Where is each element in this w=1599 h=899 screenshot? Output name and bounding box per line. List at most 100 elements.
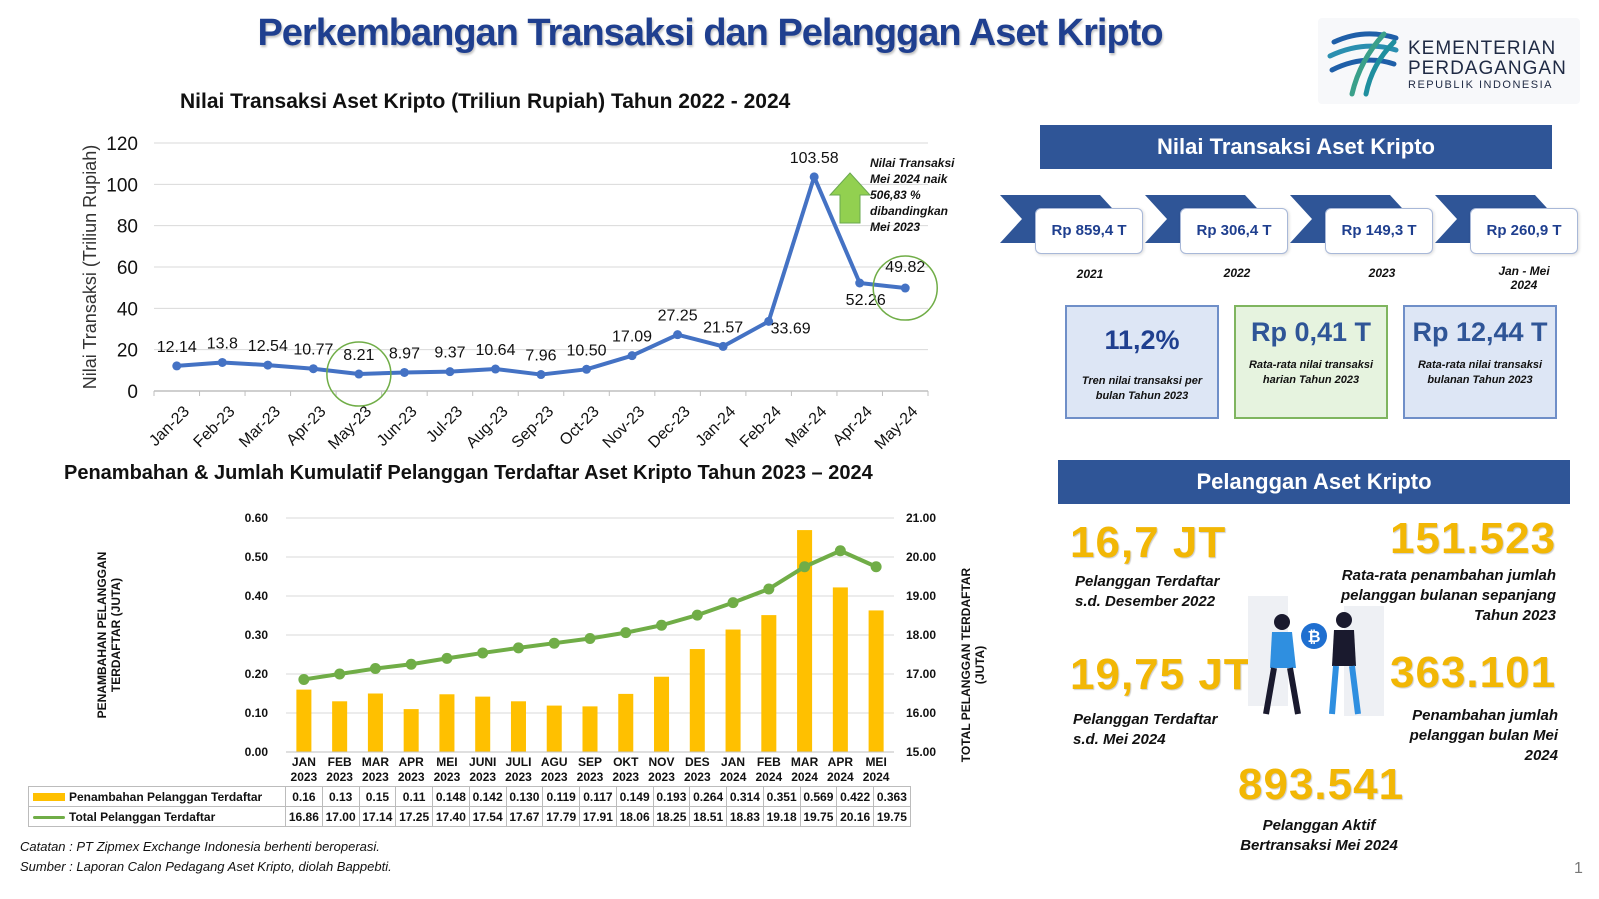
table-cell: 17.25 xyxy=(395,806,433,827)
x-tick-label: 2023 xyxy=(362,770,389,784)
table-cell: 16.86 xyxy=(285,806,323,827)
table-cell: 17.14 xyxy=(358,806,397,827)
data-point xyxy=(405,658,417,670)
table-cell: 19.75 xyxy=(873,806,911,827)
series-line xyxy=(303,548,877,682)
x-tick-label: APR xyxy=(399,755,425,769)
y-tick-label: 0.00 xyxy=(245,745,269,759)
data-point xyxy=(172,361,182,371)
table-cell: 17.79 xyxy=(542,806,580,827)
x-tick-label: FEB xyxy=(757,755,781,769)
data-point xyxy=(691,609,703,621)
stat-value: 893.541 xyxy=(1238,760,1405,809)
legend-cell: Penambahan Pelanggan Terdaftar xyxy=(28,786,286,807)
table-cell: 0.351 xyxy=(762,786,801,807)
legend-label: Penambahan Pelanggan Terdaftar xyxy=(69,789,263,804)
x-tick-label: 2024 xyxy=(827,770,854,784)
table-cell: 0.149 xyxy=(615,786,654,807)
data-label: 103.58 xyxy=(790,150,839,167)
data-point xyxy=(445,367,455,377)
data-label: 9.37 xyxy=(434,345,465,362)
x-tick-label: Dec-23 xyxy=(645,403,694,452)
bar xyxy=(868,610,884,752)
y2-tick-label: 20.00 xyxy=(906,550,936,564)
x-tick-label: APR xyxy=(828,755,854,769)
x-tick-label: Mar-23 xyxy=(236,403,284,451)
bar xyxy=(439,694,455,752)
data-point xyxy=(334,668,346,680)
legend-line-swatch xyxy=(33,815,65,819)
table-row: Penambahan Pelanggan Terdaftar 0.16 0.13 0.… xyxy=(28,786,911,807)
bar xyxy=(403,709,419,752)
x-tick-label: AGU xyxy=(541,755,568,769)
table-cell: 0.130 xyxy=(505,786,544,807)
x-tick-label: Nov-23 xyxy=(600,403,649,452)
transaction-line-chart: 0 20 40 60 80 100 120 Nilai Transaksi (Triliun … xyxy=(80,134,955,453)
x-tick-label: FEB xyxy=(328,755,352,769)
stat-value: 16,7 JT xyxy=(1070,518,1227,567)
data-label: 7.96 xyxy=(525,348,556,365)
table-cell: 18.51 xyxy=(689,806,727,827)
x-tick-label: 2023 xyxy=(434,770,461,784)
x-tick-label: JAN xyxy=(292,755,316,769)
kpi-card-daily: Rp 0,41 T Rata-rata nilai transaksi hari… xyxy=(1234,305,1388,419)
y2-axis-label: (JUTA) xyxy=(973,646,987,684)
data-point xyxy=(763,583,775,595)
stat-value: 19,75 JT xyxy=(1070,650,1252,699)
x-tick-label: 2023 xyxy=(398,770,425,784)
year-label: 2023 xyxy=(1368,266,1396,280)
bar xyxy=(510,701,526,752)
table-cell: 0.148 xyxy=(432,786,470,807)
table-cell: 17.91 xyxy=(579,806,617,827)
table-cell: 0.117 xyxy=(579,786,617,807)
kpi-card-trend: 11,2% Tren nilai transaksi per bulan Tah… xyxy=(1065,305,1219,419)
data-point xyxy=(900,283,910,293)
data-label: 10.64 xyxy=(475,342,515,359)
data-point xyxy=(263,360,273,370)
y-axis-label: Nilai Transaksi (Triliun Rupiah) xyxy=(80,145,100,389)
table-cell: 0.314 xyxy=(726,786,764,807)
data-point xyxy=(441,652,453,664)
table-row: Total Pelanggan Terdaftar 16.86 17.00 17.14… xyxy=(28,806,911,827)
kpi-value: Rp 0,41 T xyxy=(1250,317,1372,347)
data-point xyxy=(673,330,683,340)
customer-combo-chart: 0.00 0.10 0.20 0.30 0.40 0.50 0.60 15.00 16.00 17… xyxy=(95,511,987,784)
data-point xyxy=(870,561,882,573)
data-label: 8.21 xyxy=(343,347,374,364)
x-tick-label: 2023 xyxy=(291,770,318,784)
data-point xyxy=(582,364,592,374)
y2-tick-label: 17.00 xyxy=(906,667,936,681)
table-cell: 19.75 xyxy=(799,806,838,827)
x-tick-label: 2023 xyxy=(577,770,604,784)
x-tick-label: JUNI xyxy=(469,755,496,769)
annotation-text: 506,83 % xyxy=(870,188,921,202)
table-cell: 0.264 xyxy=(689,786,727,807)
up-arrow-icon xyxy=(828,172,872,224)
legend-bar-swatch xyxy=(33,793,65,802)
table-cell: 20.16 xyxy=(836,806,874,827)
y-tick-label: 0.40 xyxy=(245,589,269,603)
x-tick-label: 2023 xyxy=(469,770,496,784)
kpi-value: Rp 12,44 T xyxy=(1412,317,1548,347)
data-point xyxy=(354,369,364,379)
y-tick-label: 0.50 xyxy=(245,550,269,564)
data-point xyxy=(584,633,596,645)
customer-data-table: Penambahan Pelanggan Terdaftar 0.16 0.13 0.… xyxy=(28,786,911,827)
year-label: Jan - Mei 2024 xyxy=(1498,264,1550,292)
y-tick-label: 80 xyxy=(117,217,138,238)
data-point xyxy=(298,673,310,685)
table-cell: 0.119 xyxy=(542,786,580,807)
y-tick-label: 60 xyxy=(117,258,138,279)
bar xyxy=(689,649,705,752)
legend-label: Total Pelanggan Terdaftar xyxy=(69,809,216,824)
x-tick-label: 2024 xyxy=(755,770,782,784)
footer-source: Sumber : Laporan Calon Pedagang Aset Kri… xyxy=(20,859,392,874)
logo-text-line1: KEMENTERIAN xyxy=(1408,38,1557,59)
y-tick-label: 100 xyxy=(106,175,138,196)
annotation-text: dibandingkan xyxy=(870,204,948,218)
year-value-2023: Rp 149,3 T xyxy=(1325,208,1433,254)
stat-value: 363.101 xyxy=(1390,648,1557,697)
x-tick-label: Jun-23 xyxy=(374,403,421,450)
data-point xyxy=(536,370,546,380)
data-point xyxy=(308,364,318,374)
